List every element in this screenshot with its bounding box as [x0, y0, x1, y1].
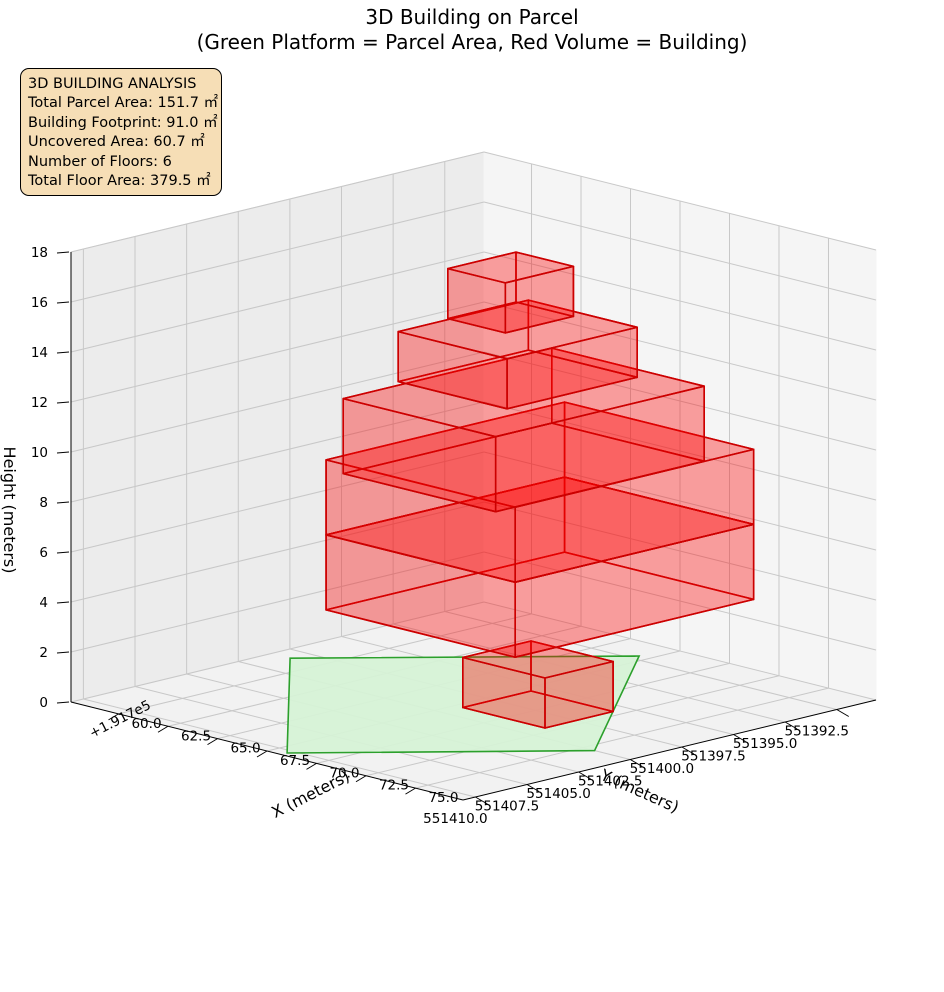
z-grid-left	[70, 401, 485, 503]
z-tick-label: 16	[31, 295, 48, 311]
x-tick-mark	[108, 713, 119, 721]
z-grid-left	[70, 351, 485, 453]
y-tick-mark	[836, 709, 850, 717]
info-footprint: Building Footprint: 91.0 ㎡	[28, 114, 218, 131]
y-tick-mark	[681, 746, 695, 755]
info-floor-area: Total Floor Area: 379.5 ㎡	[28, 173, 211, 190]
x-tick-label: 65.0	[230, 741, 260, 757]
y-tick-label: 551400.0	[630, 761, 694, 777]
z-grid-right	[483, 151, 877, 251]
analysis-info-box: 3D BUILDING ANALYSIS Total Parcel Area: …	[20, 68, 222, 197]
z-axis-label: Height (meters)	[0, 447, 19, 574]
z-tick-mark	[56, 251, 70, 254]
floor-4-top-face	[342, 347, 706, 438]
y-tick-label: 551392.5	[785, 724, 849, 740]
y-axis-line	[462, 699, 877, 801]
z-tick-mark	[56, 351, 70, 354]
z-tick-label: 0	[39, 695, 48, 711]
x-grid-floor	[415, 687, 829, 789]
z-tick-label: 12	[31, 395, 48, 411]
z-grid-left	[70, 251, 485, 353]
chart-title-main: 3D Building on Parcel	[365, 5, 579, 29]
z-grid-left	[70, 151, 485, 253]
z-grid-left	[70, 551, 485, 653]
z-tick-label: 4	[39, 595, 48, 611]
x-tick-mark	[256, 750, 268, 758]
x-tick-mark	[207, 738, 218, 746]
z-grid-left	[70, 601, 485, 703]
z-tick-mark	[56, 451, 70, 454]
z-grid-right	[483, 601, 877, 701]
floor-1-top-face	[461, 640, 614, 679]
z-grid-left	[70, 201, 485, 303]
y-tick-label: 551402.5	[578, 774, 642, 790]
z-grid-right	[483, 501, 877, 601]
z-grid-right	[483, 401, 877, 501]
z-grid-right	[483, 451, 877, 551]
x-axis-label: X (meters)	[268, 766, 352, 822]
z-grid-right	[483, 251, 877, 351]
y-tick-mark	[784, 721, 798, 730]
y-tick-label: 551397.5	[681, 749, 745, 765]
z-grid-right	[483, 551, 877, 651]
z-tick-label: 2	[39, 645, 48, 661]
x-tick-mark	[405, 787, 416, 795]
x-tick-mark	[157, 725, 169, 733]
x-tick-label: 70.0	[329, 765, 359, 781]
z-grid-right	[483, 301, 877, 401]
z-grid-right	[483, 201, 877, 301]
info-floor-count: Number of Floors: 6	[28, 153, 172, 170]
x-tick-label: 72.5	[379, 778, 409, 794]
y-tick-label: 551405.0	[526, 786, 590, 802]
x-tick-label: 60.0	[131, 716, 161, 732]
z-grid-left	[70, 451, 485, 553]
y-tick-mark	[630, 759, 643, 767]
y-tick-mark	[733, 734, 746, 742]
z-tick-label: 18	[31, 245, 48, 261]
axis-lines	[56, 251, 877, 805]
y-grid-floor	[83, 698, 476, 798]
z-grid-right	[483, 351, 877, 451]
y-tick-mark	[475, 796, 488, 805]
chart-subtitle: (Green Platform = Parcel Area, Red Volum…	[196, 30, 748, 54]
z-tick-label: 10	[31, 445, 48, 461]
z-tick-mark	[56, 301, 70, 304]
z-tick-mark	[56, 701, 70, 704]
z-tick-mark	[56, 601, 70, 604]
y-grid-floor	[444, 611, 837, 710]
y-tick-label: 551395.0	[733, 736, 797, 752]
building-scene	[286, 251, 755, 754]
z-tick-label: 6	[39, 545, 48, 561]
z-tick-mark	[56, 501, 70, 504]
y-tick-mark	[578, 771, 591, 780]
info-parcel-area: Total Parcel Area: 151.7 ㎡	[28, 95, 219, 112]
z-tick-mark	[56, 401, 70, 404]
info-heading: 3D BUILDING ANALYSIS	[28, 76, 197, 92]
y-tick-label: 551410.0	[423, 811, 487, 827]
y-tick-mark	[526, 784, 540, 792]
info-uncovered-area: Uncovered Area: 60.7 ㎡	[28, 134, 205, 151]
x-tick-label: 62.5	[181, 728, 211, 744]
chart-title: 3D Building on Parcel (Green Platform = …	[0, 5, 944, 55]
z-tick-label: 14	[31, 345, 48, 361]
z-grid-left	[70, 501, 485, 603]
x-tick-label: 75.0	[428, 790, 458, 806]
y-tick-label: 551407.5	[475, 799, 539, 815]
x-tick-mark	[355, 775, 367, 783]
x-tick-label: 67.5	[280, 753, 310, 769]
x-tick-mark	[306, 762, 317, 770]
z-grid-left	[70, 301, 485, 403]
z-tick-mark	[56, 651, 70, 654]
z-tick-label: 8	[39, 495, 48, 511]
floor-6-top-face	[446, 251, 575, 284]
z-tick-mark	[56, 551, 70, 554]
